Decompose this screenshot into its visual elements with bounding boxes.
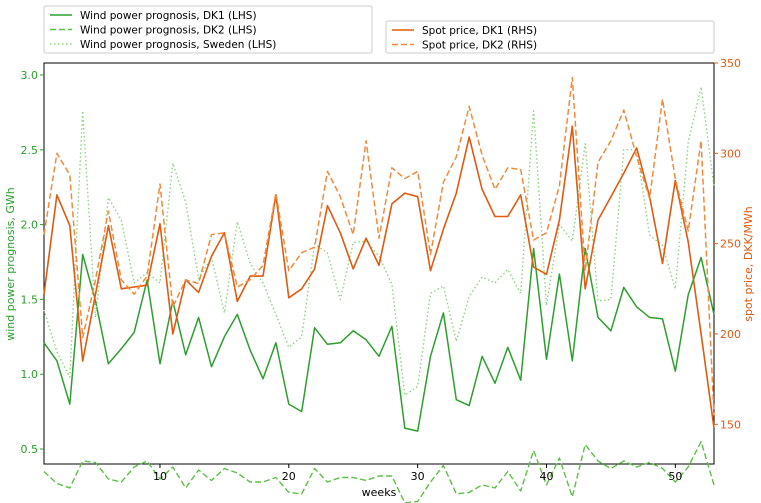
- legend-right: Spot price, DK1 (RHS) Spot price, DK2 (RH…: [385, 20, 715, 54]
- y-left-tick-label: 2.5: [21, 144, 39, 157]
- y-left-tick-label: 1.0: [21, 368, 39, 381]
- series-line-2: [43, 440, 715, 503]
- y-left-tick-label: 0.5: [21, 443, 39, 456]
- legend-label: Wind power prognosis, DK1 (LHS): [80, 10, 257, 22]
- series-line-4: [43, 125, 715, 429]
- x-tick-label: 30: [411, 470, 425, 483]
- y-right-tick-label: 150: [720, 418, 741, 431]
- legend-label: Wind power prognosis, DK2 (LHS): [80, 25, 257, 37]
- legend-right-box: [385, 20, 715, 54]
- y-left-tick-label: 1.5: [21, 293, 39, 306]
- x-axis-title: weeks: [362, 486, 397, 499]
- y-axis-right-title: spot price, DKK/MWh: [742, 206, 755, 322]
- series-layer: [43, 76, 715, 503]
- y-left-tick-label: 2.0: [21, 219, 39, 232]
- y-right-tick-label: 250: [720, 238, 741, 251]
- legend-label: Spot price, DK2 (RHS): [422, 40, 537, 52]
- y-axis-left-title: wind power prognosis, GWh: [4, 187, 17, 341]
- x-tick-label: 40: [540, 470, 554, 483]
- axis-layer: 10 20 30 40 50 0.5 1.0 1.5 2.0 2.5 3.0 150 200 250 300…: [21, 57, 742, 483]
- legend-label: Wind power prognosis, Sweden (LHS): [80, 39, 276, 51]
- series-line-3: [43, 86, 715, 396]
- series-line-5: [43, 76, 715, 416]
- y-right-tick-label: 300: [720, 147, 741, 160]
- plot-frame: [43, 62, 715, 465]
- legend-label: Spot price, DK1 (RHS): [422, 25, 537, 37]
- x-tick-label: 50: [668, 470, 682, 483]
- series-line-1: [43, 247, 715, 432]
- legend-left-box: [43, 5, 373, 54]
- y-right-tick-label: 200: [720, 328, 741, 341]
- x-tick-label: 20: [282, 470, 296, 483]
- x-tick-label: 10: [153, 470, 167, 483]
- y-right-tick-label: 350: [720, 57, 741, 70]
- y-left-tick-label: 3.0: [21, 69, 39, 82]
- legend-left: Wind power prognosis, DK1 (LHS) Wind powe…: [43, 5, 373, 54]
